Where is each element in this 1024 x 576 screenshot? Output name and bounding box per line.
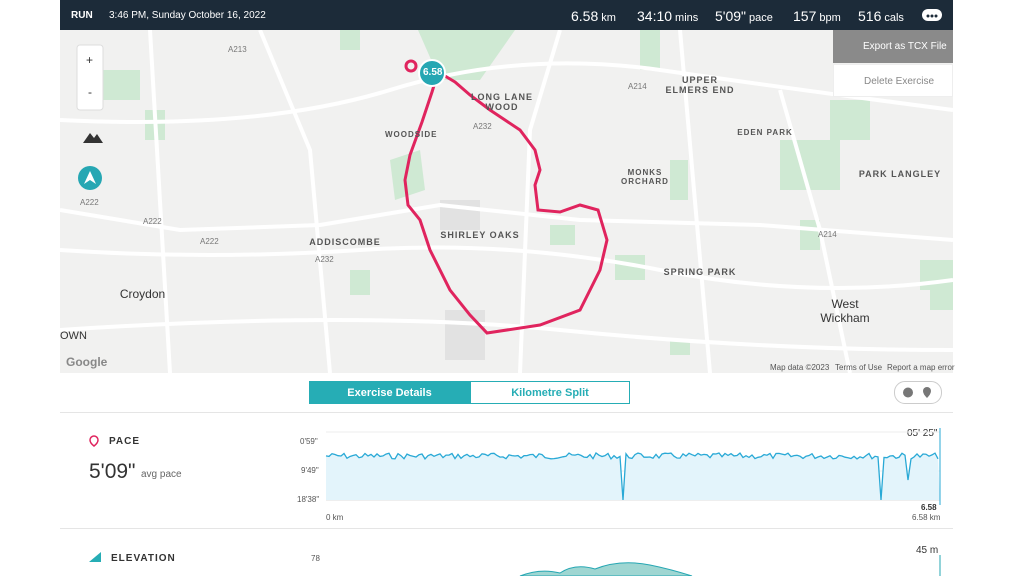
stat-unit: bpm (819, 12, 841, 24)
more-button[interactable] (922, 9, 942, 21)
place-label: SHIRLEY OAKS (440, 230, 520, 240)
view-toggle[interactable] (894, 381, 942, 404)
divider (60, 412, 953, 413)
place-label: OWN (60, 330, 87, 342)
place-label: MONKS ORCHARD (621, 168, 669, 186)
tab-details[interactable]: Exercise Details (309, 381, 470, 404)
pace-title: PACE (109, 436, 141, 447)
stat-value: 6.58 (571, 8, 599, 24)
road-label: A214 (818, 230, 837, 239)
x-label: 0 km (326, 513, 344, 522)
place-label: ADDISCOMBE (309, 237, 381, 247)
stat: 157 bpm (793, 8, 841, 24)
y-label: 18'38" (297, 495, 320, 504)
stat-unit: pace (749, 12, 773, 24)
pace-caption: avg pace (141, 469, 182, 480)
elevation-title: ELEVATION (111, 553, 176, 564)
y-label: 9'49" (301, 466, 319, 475)
stat-value: 34:10 (637, 8, 673, 24)
chart-shape (326, 453, 940, 500)
stat-value: 157 (793, 8, 817, 24)
road-label: A214 (628, 82, 647, 91)
road-label: A222 (143, 217, 162, 226)
road-label: A222 (200, 237, 219, 246)
pace-value: 5'09" (89, 460, 136, 483)
stat: 5'09" pace (715, 8, 773, 24)
zoom-in[interactable]: + (86, 53, 94, 67)
stat-value: 516 (858, 8, 882, 24)
end-marker[interactable] (418, 59, 446, 87)
y-label: 0'59" (300, 437, 318, 446)
chart-shape (325, 452, 939, 501)
place-label: WOODSIDE (385, 130, 438, 139)
activity-type: RUN (71, 10, 93, 21)
route (403, 65, 609, 335)
start-marker (404, 59, 418, 73)
elevation-icon (89, 552, 101, 562)
stat: 516 cals (858, 8, 904, 24)
cursor-value: 05' 25" (907, 428, 938, 439)
terms-link[interactable]: Terms of Use (835, 363, 883, 372)
road-label: A213 (228, 45, 247, 54)
delete-exercise[interactable]: Delete Exercise (833, 64, 953, 97)
stat: 34:10 mins (637, 8, 698, 24)
pace-chart (325, 428, 941, 505)
map-logo: Google (66, 355, 108, 369)
export-tcx[interactable]: Export as TCX File (833, 30, 953, 63)
zoom-out[interactable]: - (88, 85, 92, 99)
place-label: Croydon (119, 287, 166, 301)
x-label: 6.58 km (912, 513, 941, 522)
stat-unit: cals (884, 12, 904, 24)
stat-value: 5'09" (715, 8, 747, 24)
cursor-value: 45 m (916, 545, 939, 556)
place-label: SPRING PARK (663, 267, 737, 277)
stat-unit: mins (675, 12, 699, 24)
tab-split[interactable]: Kilometre Split (470, 381, 630, 404)
report-link[interactable]: Report a map error (887, 363, 955, 372)
y-label: 78 (311, 554, 320, 563)
map[interactable] (60, 30, 953, 373)
road-label: A232 (473, 122, 492, 131)
stat: 6.58 km (571, 8, 616, 24)
divider (60, 528, 953, 529)
activity-datetime: 3:46 PM, Sunday October 16, 2022 (109, 10, 266, 21)
road-label: A232 (315, 255, 334, 264)
place-label: PARK LANGLEY (858, 169, 942, 179)
cursor-distance: 6.58 (921, 503, 937, 512)
place-label: LONG LANE WOOD (471, 92, 533, 112)
stat-unit: km (601, 12, 616, 24)
pace-icon (89, 435, 99, 447)
top-bar: RUN 3:46 PM, Sunday October 16, 2022 6.5… (60, 0, 953, 30)
place-label: West Wickham (820, 297, 870, 325)
marker-label: 6.58 (423, 67, 442, 78)
place-label: UPPER ELMERS END (665, 75, 735, 95)
road-label: A222 (80, 198, 99, 207)
attribution: Map data ©2023 (770, 363, 830, 372)
elevation-chart (519, 555, 941, 576)
place-label: EDEN PARK (737, 128, 793, 137)
